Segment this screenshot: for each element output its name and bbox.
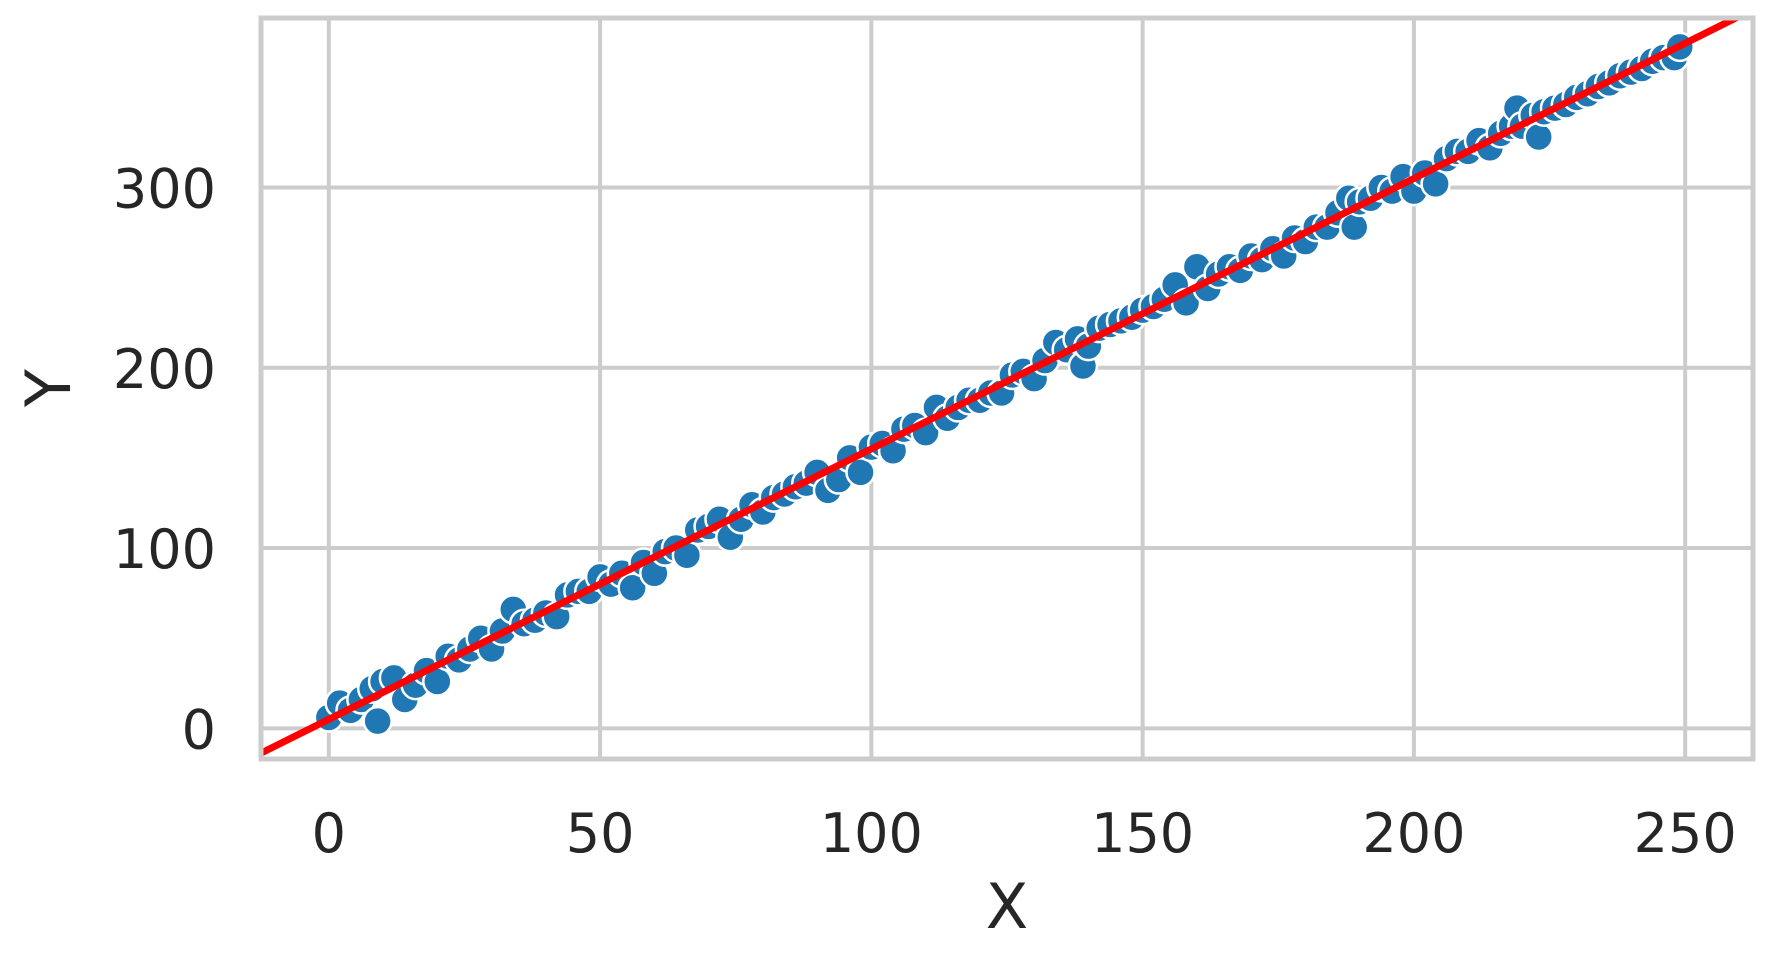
x-tick-label: 250 bbox=[1634, 802, 1737, 865]
x-tick-label: 100 bbox=[820, 802, 923, 865]
y-tick-label: 200 bbox=[113, 338, 216, 401]
y-tick-label: 0 bbox=[182, 698, 216, 761]
y-tick-label: 300 bbox=[113, 157, 216, 220]
x-tick-label: 200 bbox=[1362, 802, 1465, 865]
data-point bbox=[1338, 211, 1370, 243]
y-tick-labels: 0 100 200 300 bbox=[113, 157, 216, 761]
x-tick-label: 0 bbox=[312, 802, 346, 865]
data-point bbox=[845, 457, 876, 488]
y-axis-title: Y bbox=[12, 369, 85, 408]
data-point bbox=[1523, 121, 1554, 153]
fit-line-group bbox=[261, 18, 1744, 757]
data-point bbox=[617, 572, 648, 603]
x-tick-label: 50 bbox=[566, 802, 635, 865]
plot-frame bbox=[258, 15, 1756, 762]
x-tick-labels: 0 50 100 150 200 250 bbox=[312, 802, 1737, 865]
grid-lines bbox=[261, 18, 1753, 759]
data-point bbox=[362, 705, 393, 737]
x-tick-label: 150 bbox=[1091, 802, 1194, 865]
x-axis-title: X bbox=[986, 870, 1028, 943]
y-tick-label: 100 bbox=[113, 518, 216, 581]
fit-line bbox=[261, 18, 1744, 757]
